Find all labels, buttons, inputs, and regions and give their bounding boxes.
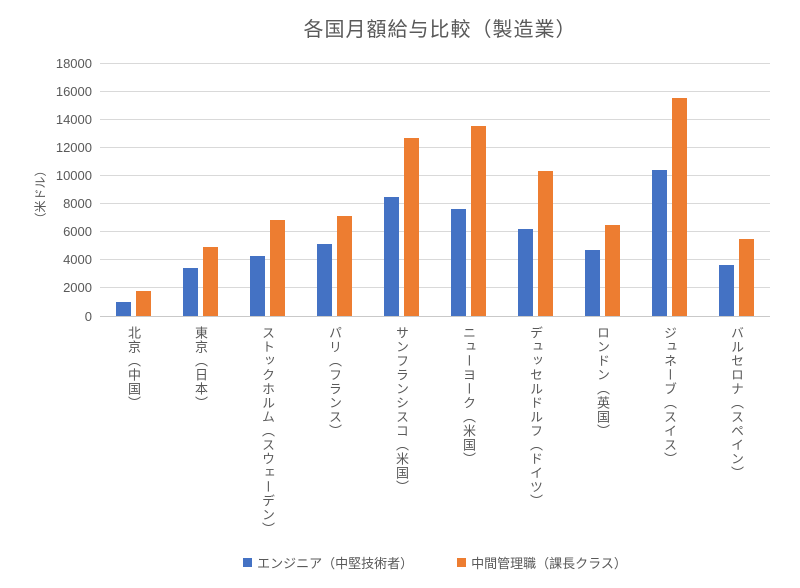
bar-engineer [317,244,332,316]
y-tick-label: 16000 [55,83,92,99]
bar-manager [739,238,754,316]
y-tick-label: 14000 [55,111,92,127]
y-tick-label: 10000 [55,167,92,183]
y-tick-label: 12000 [55,139,92,155]
bar-manager [203,247,218,316]
x-category-label: サンフランシスコ（米国） [394,326,409,494]
bar-engineer [585,249,600,316]
bar-manager [471,126,486,316]
bar-manager [136,290,151,316]
gridline [100,174,770,176]
bar-group [100,63,167,316]
bar-group [368,63,435,316]
x-category-label: ニューヨーク（米国） [461,326,476,466]
x-category-label: 北京（中国） [126,326,141,410]
bar-manager [605,224,620,316]
gridline [100,287,770,289]
y-tick-label: 0 [84,308,92,324]
y-tick-label: 8000 [63,196,92,212]
bar-group [569,63,636,316]
bar-engineer [451,209,466,316]
bar-manager [270,220,285,316]
bar-manager [538,171,553,316]
x-category-label: 東京（日本） [193,326,208,410]
gridline [100,146,770,148]
bar-group [234,63,301,316]
bar-engineer [518,228,533,316]
x-axis-line [100,315,770,317]
bar-group [703,63,770,316]
gridline [100,118,770,120]
x-category-label: バルセロナ（スペイン） [729,326,744,480]
x-axis-category-labels: 北京（中国） 東京（日本） ストックホルム（スウェーデン） パリ（フランス） サンフラン… [100,326,770,548]
legend-color-swatch [457,558,467,567]
bar-group [636,63,703,316]
bar-manager [672,98,687,316]
legend-label: 中間管理職（課長クラス） [471,556,627,571]
y-tick-label: 18000 [55,55,92,71]
y-tick-label: 2000 [63,280,92,296]
bar-group [301,63,368,316]
bar-group [435,63,502,316]
bar-manager [337,216,352,316]
gridline [100,90,770,92]
y-tick-label: 4000 [63,252,92,268]
plot-area [100,62,770,317]
x-category-label: ストックホルム（スウェーデン） [260,326,275,536]
x-category-label: パリ（フランス） [327,326,342,438]
legend-label: エンジニア（中堅技術者） [257,556,414,571]
legend-item: エンジニア（中堅技術者） [243,553,413,572]
x-category-label: ジュネーブ（スイス） [662,326,677,466]
bar-engineer [384,196,399,316]
legend-item: 中間管理職（課長クラス） [457,553,627,572]
chart-title: 各国月額給与比較（製造業） [303,19,577,41]
bar-group [167,63,234,316]
gridline [100,62,770,64]
bar-engineer [719,265,734,316]
bar-engineer [183,268,198,316]
gridline [100,259,770,261]
bar-manager [404,137,419,316]
legend-color-swatch [243,558,253,567]
bar-engineer [250,255,265,316]
bar-engineer [652,169,667,316]
gridline [100,231,770,233]
x-category-label: デュッセルドルフ（ドイツ） [528,326,543,508]
x-category-label: ロンドン（英国） [595,326,610,438]
bar-group [502,63,569,316]
chart-legend: エンジニア（中堅技術者） 中間管理職（課長クラス） [100,553,770,572]
y-tick-label: 6000 [63,224,92,240]
bar-engineer [116,301,131,316]
gridline [100,203,770,205]
